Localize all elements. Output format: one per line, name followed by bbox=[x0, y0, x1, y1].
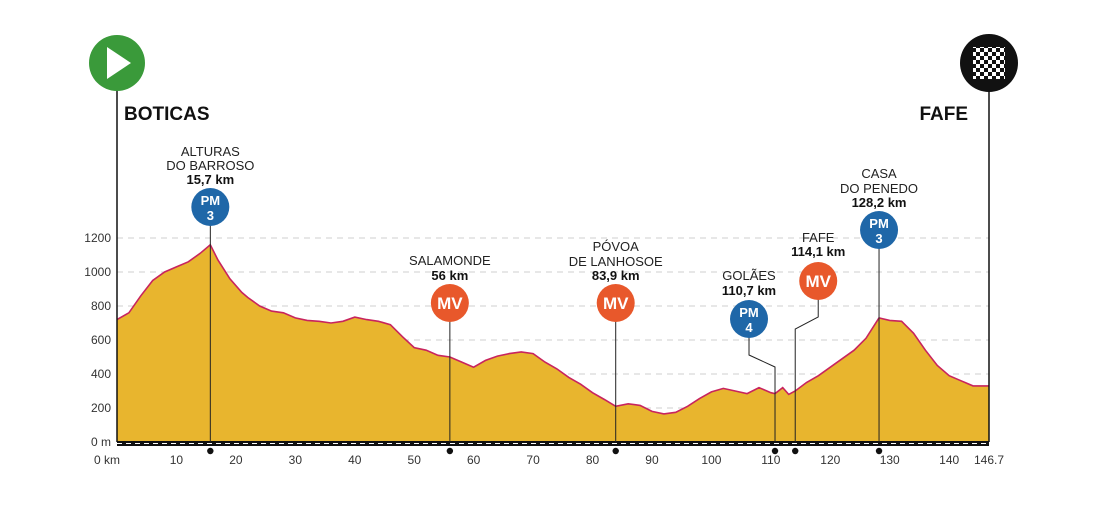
checkpoint-name: SALAMONDE bbox=[409, 253, 491, 268]
finish-place-name: FAFE bbox=[919, 104, 968, 125]
start-place-name: BOTICAS bbox=[124, 104, 210, 125]
checkpoint-dot bbox=[612, 447, 619, 455]
badge-type: MV bbox=[805, 272, 831, 291]
checkpoint-name: GOLÃES bbox=[722, 268, 776, 283]
mv-badge-icon bbox=[430, 284, 469, 322]
badge-category: 4 bbox=[745, 320, 753, 335]
checkpoint-stem bbox=[748, 337, 776, 442]
x-tick-label: 0 km bbox=[94, 453, 120, 467]
checkpoint-name-line2: DE LANHOSOE bbox=[569, 254, 663, 269]
y-tick-label: 0 m bbox=[91, 435, 111, 449]
mv-badge-icon bbox=[799, 262, 838, 300]
x-tick-label: 146.7 bbox=[974, 453, 1004, 467]
finish-flag-icon bbox=[973, 47, 1005, 79]
checkpoint-dot bbox=[875, 447, 883, 455]
x-tick-label: 130 bbox=[880, 453, 900, 467]
badge-category: 3 bbox=[207, 208, 214, 223]
checkpoint-name: PÓVOA bbox=[593, 239, 640, 254]
y-tick-label: 800 bbox=[91, 299, 111, 313]
checkpoint-name: ALTURAS bbox=[181, 144, 240, 159]
x-tick-label: 70 bbox=[526, 453, 540, 467]
checkpoint-dot bbox=[207, 447, 214, 455]
checkpoint-km: 128,2 km bbox=[852, 195, 907, 210]
y-tick-label: 1000 bbox=[84, 265, 111, 279]
pm-badge-icon bbox=[730, 300, 769, 338]
x-tick-label: 10 bbox=[170, 453, 184, 467]
x-tick-label: 80 bbox=[586, 453, 600, 467]
pm-badge-icon bbox=[860, 211, 899, 249]
start-marker: BOTICAS bbox=[89, 35, 210, 442]
mv-badge-icon bbox=[596, 284, 635, 322]
x-tick-label: 50 bbox=[408, 453, 422, 467]
finish-marker: FAFE bbox=[919, 34, 1018, 442]
checkpoint-dot bbox=[771, 447, 779, 455]
y-tick-label: 400 bbox=[91, 367, 111, 381]
elevation-line bbox=[116, 243, 989, 415]
checkpoint-dot bbox=[446, 447, 454, 455]
badge-type: PM bbox=[869, 216, 889, 231]
x-tick-label: 120 bbox=[820, 453, 840, 467]
checkpoint-name: CASA bbox=[861, 166, 897, 181]
checkpoint-km: 15,7 km bbox=[186, 172, 234, 187]
x-tick-label: 40 bbox=[348, 453, 362, 467]
x-tick-label: 110 bbox=[761, 453, 780, 467]
checkpoint-dot bbox=[792, 447, 799, 455]
x-tick-label: 60 bbox=[467, 453, 481, 467]
elevation-area bbox=[117, 244, 989, 442]
checkpoint-km: 110,7 km bbox=[722, 283, 776, 298]
pm-badge-icon bbox=[191, 188, 230, 226]
checkpoint-stem bbox=[794, 299, 819, 442]
checkpoint-km: 56 km bbox=[431, 268, 468, 283]
y-tick-label: 200 bbox=[91, 401, 111, 415]
checkpoint-name: FAFE bbox=[802, 230, 835, 245]
x-tick-label: 140 bbox=[939, 453, 959, 467]
y-tick-label: 600 bbox=[91, 333, 111, 347]
x-tick-label: 100 bbox=[701, 453, 721, 467]
badge-type: MV bbox=[437, 294, 463, 313]
badge-category: 3 bbox=[875, 231, 882, 246]
x-tick-label: 30 bbox=[289, 453, 303, 467]
checkpoint-name-line2: DO BARROSO bbox=[166, 158, 254, 173]
x-tick-label: 20 bbox=[229, 453, 243, 467]
checkpoint-km: 83,9 km bbox=[592, 268, 640, 283]
checkpoint-km: 114,1 km bbox=[791, 244, 845, 259]
badge-type: PM bbox=[739, 305, 759, 320]
checkpoint-name-line2: DO PENEDO bbox=[840, 181, 918, 196]
x-tick-label: 90 bbox=[645, 453, 659, 467]
y-tick-label: 1200 bbox=[84, 231, 111, 245]
badge-type: PM bbox=[201, 193, 221, 208]
badge-type: MV bbox=[603, 294, 629, 313]
